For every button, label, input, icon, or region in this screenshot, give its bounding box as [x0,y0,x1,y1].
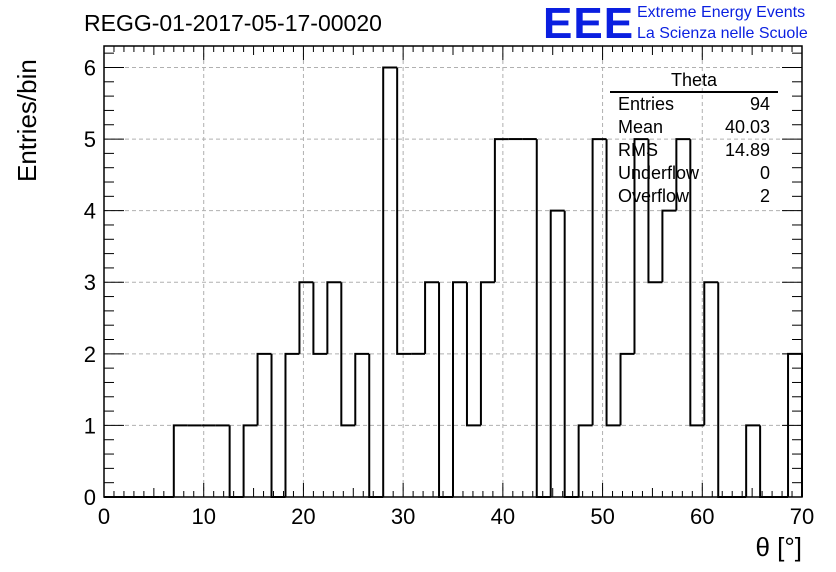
histogram-bin [424,281,440,354]
y-axis-label: Entries/bin [12,59,42,182]
stats-value: 0 [759,163,770,183]
histogram-bin [438,282,453,498]
histogram-bin [340,282,356,427]
histogram-bin [256,352,272,426]
stats-row-overflow: Overflow 2 [610,185,778,208]
eee-logo: EEE [543,0,635,48]
histogram-bin [452,281,467,497]
x-tick-label: 40 [491,504,515,529]
histogram-bin [312,282,328,355]
histogram-bin [479,281,495,426]
stats-label: Entries [618,94,675,114]
y-tick-label: 6 [84,55,96,80]
histogram-bin [619,352,635,426]
histogram-bin [326,281,342,354]
stats-label: RMS [618,140,658,160]
histogram-bin [284,352,300,497]
histogram-bin [605,139,621,427]
histogram-bin [549,209,565,497]
logo-line-1: Extreme Energy Events [637,4,806,21]
axis-ticks [103,46,803,498]
y-tick-label: 0 [84,485,96,510]
x-tick-label: 70 [790,504,814,529]
histogram-bin [633,138,649,354]
stats-row-underflow: Underflow 0 [610,162,778,185]
histogram-bin [465,282,481,427]
histogram-bin [703,281,719,426]
y-tick-label: 2 [84,342,96,367]
y-tick-label: 5 [84,127,96,152]
histogram-bin [745,424,761,497]
histogram-bin [689,139,705,427]
chart-title: REGG-01-2017-05-17-00020 [84,10,382,36]
stats-box: Theta Entries 94 Mean 40.03 RMS 14.89 Under… [610,70,778,208]
x-tick-label: 50 [590,504,614,529]
histogram-bin [298,281,314,354]
stats-label: Underflow [618,163,700,183]
stats-value: 14.89 [724,140,770,160]
histogram-bin [396,67,412,355]
histogram-bin [382,66,398,497]
stats-value: 94 [749,94,770,114]
histogram-bin [759,425,775,498]
stats-row-entries: Entries 94 [610,93,778,116]
stats-value: 2 [759,186,770,206]
x-tick-label: 60 [690,504,714,529]
x-tick-label: 0 [98,504,110,529]
stats-row-rms: RMS 14.89 [610,139,778,162]
histogram-bin [493,138,509,283]
stats-label: Mean [618,117,664,137]
histogram-bin [647,139,663,284]
y-tick-label: 3 [84,270,96,295]
histogram-bin [172,424,188,497]
x-tick-label: 20 [291,504,315,529]
histogram-bin [354,352,370,426]
histogram-bin [577,424,593,497]
logo-line-2: La Scienza nelle Scuole [637,25,808,42]
histogram-bin [591,138,607,426]
histogram-bin [661,209,677,283]
stats-row-mean: Mean 40.03 [610,116,778,139]
stats-value: 40.03 [724,117,770,137]
y-tick-label: 4 [84,199,96,224]
x-axis-label: θ [°] [755,532,802,562]
y-tick-label: 1 [84,413,96,438]
histogram-bin [675,138,691,211]
x-tick-label: 10 [191,504,215,529]
stats-label: Overflow [618,186,690,206]
stats-title: Theta [610,70,778,93]
histogram-bin [228,425,244,498]
x-tick-label: 30 [391,504,415,529]
histogram-bin [535,139,551,498]
histogram-bin [242,424,258,497]
histogram-bin [717,282,733,498]
